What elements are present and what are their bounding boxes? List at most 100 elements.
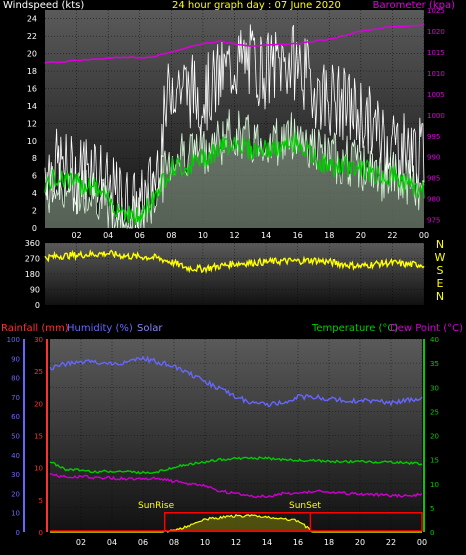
rainfall-tick: 20 [34,400,43,408]
barometer-tick: 1005 [427,91,445,99]
wind-average-10-series [44,132,425,225]
rainfall-series [50,511,423,532]
climate-panel: 0 10 20 30 40 50 60 70 80 90 100 0 5 10 15 20 25 30 0 5 10… [7,336,439,547]
x-tick: 08 [166,231,176,240]
daylight-bracket [310,511,423,531]
compass-label: N [436,238,444,251]
windspeed-tick: 22 [27,32,37,41]
daylight-bracket [163,511,312,531]
x-tick: 22 [386,538,396,547]
dewpoint-line [49,473,423,499]
windspeed-axis-label: Windspeed (kts) [3,0,84,11]
humidity-tick: 100 [7,336,20,344]
sunset-label: SunSet [289,501,321,511]
humidity-tick: 20 [11,490,20,498]
temperature-tick: 5 [430,505,434,513]
barometer-tick: 1025 [427,7,445,15]
humidity-series [49,355,423,408]
rainfall-tick: 15 [34,433,43,441]
humidity-tick: 40 [11,452,20,460]
wind-average-area [45,109,424,228]
sunrise-label: SunRise [138,501,175,511]
windspeed-tick: 4 [32,189,37,198]
windspeed-tick: 2 [32,207,37,216]
wind-average-10-line [44,132,425,225]
temperature-tick: 40 [430,336,439,344]
x-tick: 18 [324,231,334,240]
x-tick: 16 [293,231,303,240]
x-tick: 00 [419,231,429,240]
windspeed-tick: 14 [27,102,37,111]
rainfall-tick: 5 [39,497,43,505]
temperature-series [49,456,423,475]
x-tick: 00 [417,538,427,547]
barometer-tick: 1015 [427,49,445,57]
compass-label: S [437,264,444,277]
direction-grid [45,242,425,306]
x-tick: 18 [324,538,334,547]
x-tick: 04 [103,231,113,240]
rainfall-tick: 25 [34,368,43,376]
compass-label: W [435,251,446,264]
rainfall-axis-ticks: 0 5 10 15 20 25 30 [34,336,48,537]
x-tick: 06 [135,231,145,240]
compass-label: E [437,277,444,290]
barometer-series [44,23,425,64]
direction-axis-ticks: 0 90 180 270 360 [25,239,40,310]
humidity-tick: 50 [11,433,20,441]
barometer-tick: 1010 [427,70,445,78]
x-tick: 02 [71,231,81,240]
temperature-tick: 0 [430,529,434,537]
windspeed-tick: 18 [27,67,37,76]
windspeed-tick: 8 [32,154,37,163]
humidity-tick: 90 [11,355,20,363]
direction-tick: 180 [25,270,40,279]
temperature-tick: 15 [430,457,439,465]
windspeed-tick: 10 [27,137,37,146]
direction-tick: 360 [25,239,40,248]
temperature-tick: 20 [430,433,439,441]
temperature-axis-label: Temperature (°C) [311,323,398,334]
x-tick: 22 [387,231,397,240]
temperature-tick: 10 [430,481,439,489]
wind-direction-series [44,248,425,274]
windspeed-tick: 12 [27,119,37,128]
humidity-axis-ticks: 0 10 20 30 40 50 60 70 80 90 100 [7,336,25,537]
barometer-tick: 1020 [427,28,445,36]
humidity-tick: 70 [11,394,20,402]
wind-average-series [44,109,425,230]
wind-x-axis-ticks: 02 04 06 08 10 12 14 16 18 20 22 00 [71,231,429,240]
chart-title: 24 hour graph day : 07 June 2020 [172,0,341,11]
barometer-tick: 1000 [427,112,445,120]
windspeed-tick: 0 [32,224,37,233]
barometer-line [44,23,425,64]
x-tick: 12 [231,538,241,547]
solar-series [50,514,422,533]
direction-tick: 0 [35,301,40,310]
x-tick: 14 [262,538,272,547]
dewpoint-axis-label: Dew Point (°C) [390,323,463,334]
direction-tick: 90 [30,286,40,295]
x-tick: 04 [107,538,117,547]
barometer-axis-ticks: 975 980 985 990 995 1000 1005 1010 1015 1020 1025 [427,7,445,225]
humidity-tick: 0 [16,529,20,537]
barometer-tick: 975 [427,217,440,225]
climate-x-axis-ticks: 02 04 06 08 10 12 14 16 18 20 22 00 [76,538,427,547]
barometer-tick: 985 [427,175,440,183]
barometer-tick: 995 [427,133,440,141]
temperature-tick: 30 [430,384,439,392]
windspeed-tick: 24 [27,15,37,24]
barometer-axis-label: Barometer (kpa) [373,0,455,11]
x-tick: 10 [198,231,208,240]
rainfall-axis-label: Rainfall (mm) [1,323,69,334]
humidity-tick: 30 [11,471,20,479]
x-tick: 20 [356,231,366,240]
x-tick: 12 [229,231,239,240]
x-tick: 06 [138,538,148,547]
barometer-tick: 980 [427,196,440,204]
